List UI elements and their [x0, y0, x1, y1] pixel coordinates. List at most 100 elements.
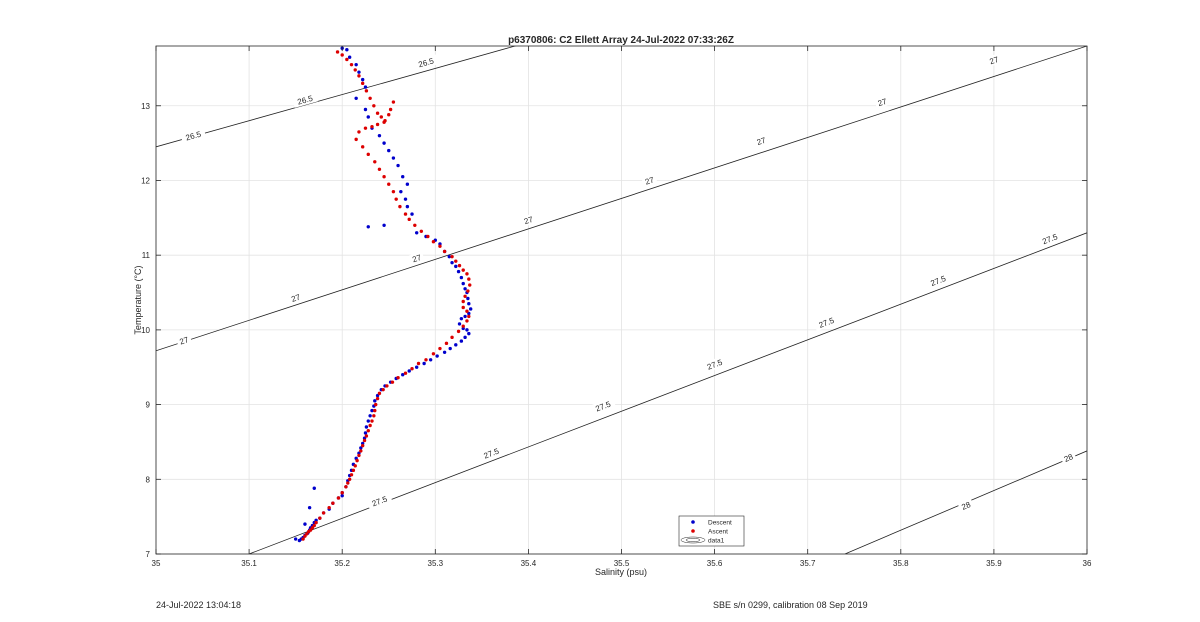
point-descent — [370, 408, 374, 413]
point-ascent — [391, 189, 396, 194]
x-tick-label: 35 — [152, 559, 161, 568]
point-descent — [401, 175, 405, 179]
point-ascent — [377, 391, 382, 396]
contour-label-text: 27 — [411, 253, 423, 264]
x-tick-label: 35.8 — [893, 559, 909, 568]
point-ascent — [344, 485, 348, 489]
point-ascent — [382, 175, 386, 179]
point-ascent — [461, 324, 465, 328]
point-descent — [363, 85, 368, 89]
point-descent — [414, 231, 419, 235]
contour-label: 28 — [1059, 450, 1077, 465]
point-descent — [428, 358, 433, 362]
point-descent — [454, 343, 458, 347]
point-ascent — [353, 68, 357, 72]
contour-label-bg — [520, 213, 537, 227]
legend-marker-ascent — [691, 529, 695, 533]
point-ascent — [306, 529, 311, 534]
contour-label: 27 — [408, 251, 425, 266]
point-ascent — [382, 120, 386, 124]
point-ascent — [362, 438, 367, 443]
point-ascent — [303, 534, 307, 538]
point-descent — [447, 254, 451, 259]
contour-label-text: 27 — [988, 55, 1000, 66]
point-descent — [368, 414, 372, 418]
point-descent — [414, 365, 419, 369]
contour-label-bg — [641, 173, 658, 188]
point-ascent — [431, 352, 436, 356]
point-ascent — [403, 212, 408, 216]
point-descent — [382, 141, 386, 145]
point-ascent — [450, 335, 454, 340]
legend-marker-data1-inner — [685, 538, 701, 542]
point-descent — [345, 48, 349, 52]
contour-label-bg — [413, 54, 439, 71]
contour-label-bg — [813, 313, 840, 332]
point-descent — [405, 182, 410, 186]
point-ascent — [413, 223, 417, 227]
contour-label-bg — [752, 133, 770, 148]
point-ascent — [370, 124, 374, 129]
x-axis-label: Salinity (psu) — [595, 567, 647, 577]
point-descent — [293, 537, 298, 541]
point-ascent — [354, 137, 358, 142]
point-descent — [387, 148, 391, 153]
contour-label: 28 — [957, 498, 975, 513]
point-ascent — [387, 182, 391, 186]
point-ascent — [381, 387, 385, 392]
point-descent — [375, 393, 380, 398]
y-axis-label: Temperature (°C) — [133, 265, 143, 334]
point-ascent — [424, 358, 428, 362]
contour-label-text: 27 — [644, 175, 656, 186]
contour-label-text: 27 — [178, 335, 190, 346]
point-ascent — [419, 229, 424, 233]
contour-label: 27 — [175, 333, 193, 348]
point-ascent — [461, 305, 465, 310]
point-descent — [463, 335, 467, 340]
point-ascent — [465, 272, 469, 276]
x-tick-label: 35.4 — [521, 559, 537, 568]
point-descent — [312, 486, 316, 490]
legend-box — [678, 515, 745, 547]
contour-label-bg — [1059, 450, 1077, 465]
point-descent — [382, 223, 386, 227]
y-tick-label: 13 — [141, 102, 150, 111]
x-tick-label: 35.3 — [428, 559, 444, 568]
point-ascent — [351, 468, 356, 473]
point-ascent — [340, 491, 344, 495]
point-ascent — [321, 511, 326, 515]
point-ascent — [387, 113, 391, 117]
contour-label: 27 — [873, 95, 891, 109]
point-ascent — [444, 341, 449, 346]
point-ascent — [461, 268, 465, 272]
point-ascent — [372, 414, 376, 418]
point-ascent — [360, 81, 365, 86]
point-ascent — [403, 371, 408, 375]
point-descent — [366, 225, 370, 229]
point-ascent — [364, 89, 369, 93]
legend-label-descent: Descent — [708, 520, 732, 527]
point-descent — [448, 346, 452, 351]
point-ascent — [305, 532, 309, 536]
point-descent — [354, 62, 358, 67]
contour-label-text: 28 — [960, 500, 972, 512]
contour-label: 26.5 — [413, 54, 439, 71]
x-tick-label: 36 — [1083, 559, 1092, 568]
contour-label-text: 26.5 — [185, 130, 203, 143]
contour-label-text: 28 — [1063, 452, 1075, 464]
point-ascent — [375, 111, 380, 115]
legend-marker-data1 — [680, 536, 706, 544]
point-descent — [297, 538, 302, 543]
chart-title: p6370806: C2 Ellett Array 24-Jul-2022 07… — [508, 35, 734, 46]
y-tick-label: 12 — [141, 176, 150, 185]
contour-label: 27 — [520, 213, 537, 227]
point-ascent — [456, 329, 461, 334]
contour-label-text: 27 — [523, 215, 535, 226]
x-axis-ticks: 35 35.1 35.2 35.3 35.4 35.5 35.6 35.7 35.8 35.9 36 — [152, 46, 1092, 568]
point-descent — [366, 115, 370, 119]
contour-label: 27.5 — [366, 491, 393, 510]
point-ascent — [394, 197, 398, 201]
point-ascent — [468, 283, 472, 287]
point-descent — [396, 163, 400, 168]
